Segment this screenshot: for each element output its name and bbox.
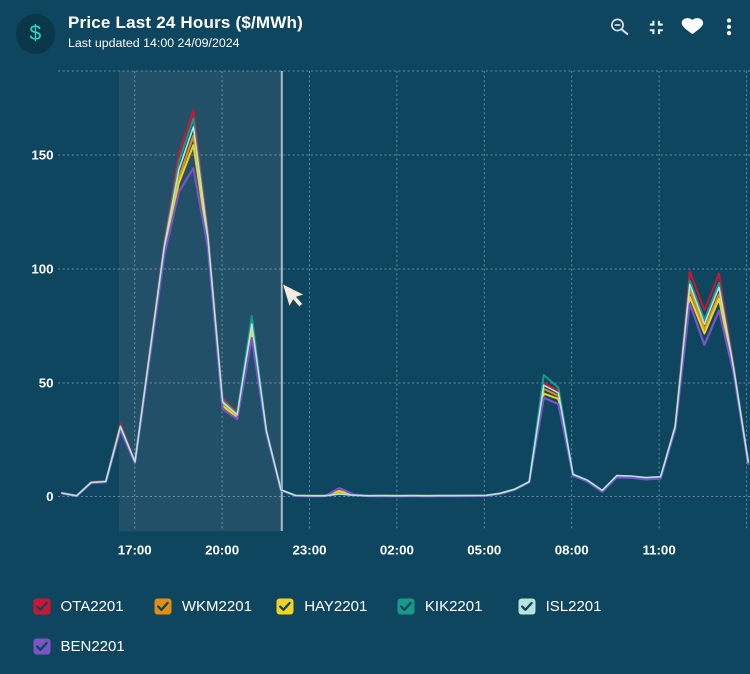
svg-text:02:00: 02:00: [380, 543, 414, 558]
svg-text:23:00: 23:00: [292, 543, 326, 558]
svg-text:100: 100: [31, 262, 53, 277]
svg-text:05:00: 05:00: [467, 543, 501, 558]
svg-text:17:00: 17:00: [118, 543, 152, 558]
svg-text:11:00: 11:00: [642, 543, 675, 558]
svg-text:08:00: 08:00: [555, 543, 589, 558]
svg-text:20:00: 20:00: [205, 543, 239, 558]
svg-text:0: 0: [46, 489, 53, 504]
svg-text:150: 150: [31, 148, 53, 163]
svg-text:50: 50: [39, 376, 54, 391]
